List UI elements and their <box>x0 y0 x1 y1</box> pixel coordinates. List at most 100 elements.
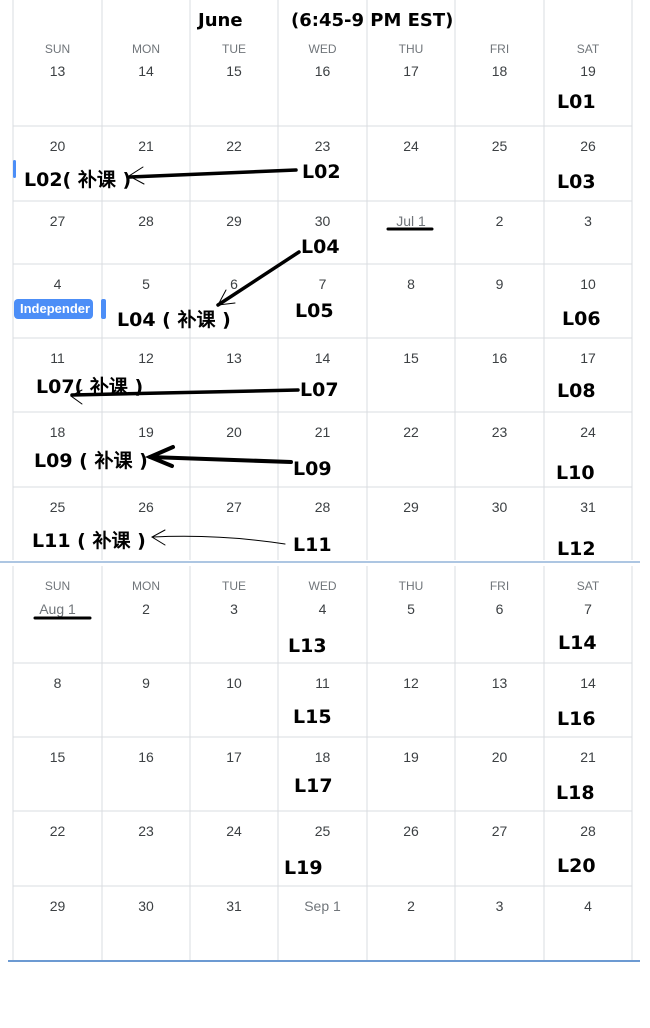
date-cell[interactable]: 3 <box>584 213 592 229</box>
date-cell[interactable]: 14 <box>314 350 331 366</box>
date-cell[interactable]: 15 <box>226 63 242 79</box>
weekday-label: TUE <box>222 579 246 593</box>
date-cell[interactable]: 25 <box>491 138 508 154</box>
date-cell[interactable]: 21 <box>314 424 331 440</box>
date-cell[interactable]: 17 <box>580 350 596 366</box>
date-cell[interactable]: 21 <box>580 749 596 765</box>
date-cell[interactable]: 3 <box>495 898 504 914</box>
date-cell[interactable]: 4 <box>53 276 62 292</box>
date-cell[interactable]: 9 <box>495 276 504 292</box>
lesson-l19: L19 <box>284 857 323 879</box>
date-cell[interactable]: 27 <box>226 499 242 515</box>
arrow-l07 <box>70 388 300 397</box>
date-cell[interactable]: 30 <box>491 499 508 515</box>
date-cell[interactable]: 29 <box>226 213 242 229</box>
date-cell[interactable]: 14 <box>580 675 596 691</box>
date-cell[interactable]: 5 <box>142 276 150 292</box>
lesson-l18: L18 <box>556 782 595 804</box>
date-cell[interactable]: 29 <box>49 898 66 914</box>
date-cell[interactable]: 19 <box>580 63 596 79</box>
weekday-label: FRI <box>489 579 510 593</box>
lesson-l14: L14 <box>558 632 597 654</box>
date-cell[interactable]: 18 <box>314 749 331 765</box>
date-cell[interactable]: 20 <box>49 138 66 154</box>
date-cell[interactable]: 16 <box>491 350 508 366</box>
date-cell[interactable]: 19 <box>138 424 154 440</box>
date-cell[interactable]: 25 <box>314 823 331 839</box>
date-cell[interactable]: 24 <box>403 138 419 154</box>
date-cell[interactable]: 22 <box>403 424 419 440</box>
date-cell[interactable]: 2 <box>407 898 415 914</box>
date-cell[interactable]: 31 <box>226 898 242 914</box>
event-chip[interactable]: Independer <box>14 299 93 319</box>
date-cell[interactable]: 16 <box>314 63 331 79</box>
date-cell[interactable]: 26 <box>580 138 596 154</box>
date-cell[interactable]: 13 <box>226 350 242 366</box>
date-cell[interactable]: 21 <box>138 138 154 154</box>
lesson-l02: L02 <box>302 161 341 183</box>
date-cell[interactable]: 10 <box>580 276 596 292</box>
arrow-l02 <box>128 168 298 179</box>
date-cell[interactable]: 9 <box>142 675 150 691</box>
date-cell[interactable]: 6 <box>495 601 504 617</box>
date-cell[interactable]: 31 <box>580 499 596 515</box>
date-cell[interactable]: 12 <box>403 675 419 691</box>
date-cell[interactable]: 5 <box>407 601 415 617</box>
date-cell[interactable]: 15 <box>403 350 419 366</box>
date-cell[interactable]: 4 <box>318 601 327 617</box>
date-cell[interactable]: 19 <box>403 749 419 765</box>
date-cell[interactable]: 22 <box>49 823 66 839</box>
date-cell[interactable]: 4 <box>584 898 592 914</box>
date-cell[interactable]: 18 <box>491 63 508 79</box>
date-cell[interactable]: 24 <box>226 823 242 839</box>
date-cell[interactable]: 20 <box>491 749 508 765</box>
date-cell[interactable]: Jul 1 <box>396 213 426 229</box>
date-cell[interactable]: 17 <box>403 63 419 79</box>
date-cell[interactable]: 26 <box>138 499 154 515</box>
arrow-l09-head <box>144 445 175 468</box>
date-cell[interactable]: 6 <box>230 276 238 292</box>
arrow-l04-head <box>217 289 236 306</box>
date-cell[interactable]: 28 <box>138 213 154 229</box>
date-cell[interactable]: 11 <box>315 675 330 691</box>
date-cell[interactable]: 28 <box>314 499 331 515</box>
date-cell[interactable]: 2 <box>495 213 504 229</box>
date-cell[interactable]: 27 <box>491 823 508 839</box>
date-cell[interactable]: 2 <box>142 601 150 617</box>
date-cell[interactable]: 14 <box>138 63 154 79</box>
date-cell[interactable]: 7 <box>318 276 327 292</box>
date-cell[interactable]: 7 <box>584 601 592 617</box>
date-cell[interactable]: 17 <box>226 749 242 765</box>
date-cell[interactable]: 8 <box>407 276 415 292</box>
date-cell[interactable]: Aug 1 <box>39 601 76 617</box>
date-cell[interactable]: 30 <box>314 213 331 229</box>
date-cell[interactable]: 22 <box>226 138 242 154</box>
date-cell[interactable]: 10 <box>226 675 242 691</box>
arrow-l11-head <box>150 529 166 546</box>
date-cell[interactable]: 24 <box>580 424 596 440</box>
date-cell[interactable]: 23 <box>138 823 154 839</box>
date-cell[interactable]: 16 <box>138 749 154 765</box>
date-cell[interactable]: 18 <box>49 424 66 440</box>
date-cell[interactable]: 23 <box>314 138 331 154</box>
event-chip-edge-left[interactable] <box>13 160 16 178</box>
date-cell[interactable]: 13 <box>491 675 508 691</box>
date-cell[interactable]: 20 <box>226 424 242 440</box>
date-cell[interactable]: 30 <box>138 898 154 914</box>
event-chip-edge[interactable] <box>101 299 106 319</box>
lesson-l05: L05 <box>295 300 334 322</box>
date-cell[interactable]: 13 <box>49 63 66 79</box>
date-cell[interactable]: 11 <box>50 350 65 366</box>
date-cell[interactable]: 23 <box>491 424 508 440</box>
date-cell[interactable]: Sep 1 <box>304 898 341 914</box>
date-cell[interactable]: 8 <box>53 675 62 691</box>
date-cell[interactable]: 28 <box>580 823 596 839</box>
date-cell[interactable]: 26 <box>403 823 419 839</box>
date-cell[interactable]: 25 <box>49 499 66 515</box>
date-cell[interactable]: 27 <box>49 213 66 229</box>
date-cell[interactable]: 12 <box>138 350 154 366</box>
date-cell[interactable]: 29 <box>403 499 419 515</box>
date-cell[interactable]: 15 <box>49 749 66 765</box>
date-cell[interactable]: 3 <box>230 601 238 617</box>
